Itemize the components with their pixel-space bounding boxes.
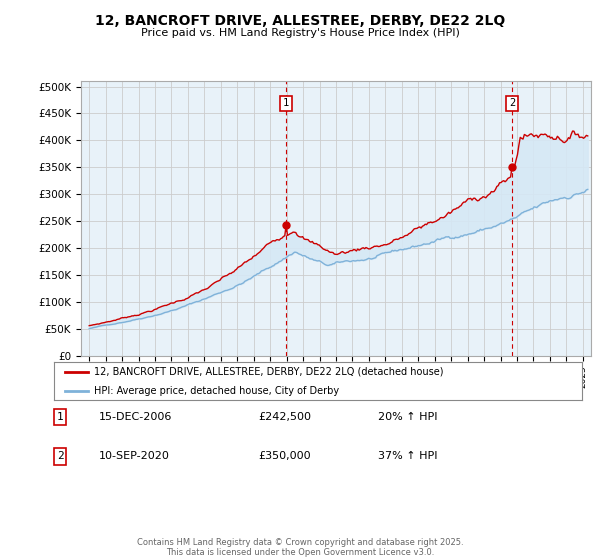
Text: 37% ↑ HPI: 37% ↑ HPI bbox=[378, 451, 437, 461]
Text: 10-SEP-2020: 10-SEP-2020 bbox=[99, 451, 170, 461]
Text: £350,000: £350,000 bbox=[258, 451, 311, 461]
Text: 20% ↑ HPI: 20% ↑ HPI bbox=[378, 412, 437, 422]
Text: 1: 1 bbox=[283, 98, 289, 108]
Text: 1: 1 bbox=[56, 412, 64, 422]
Text: 12, BANCROFT DRIVE, ALLESTREE, DERBY, DE22 2LQ: 12, BANCROFT DRIVE, ALLESTREE, DERBY, DE… bbox=[95, 14, 505, 28]
Text: Contains HM Land Registry data © Crown copyright and database right 2025.
This d: Contains HM Land Registry data © Crown c… bbox=[137, 538, 463, 557]
Text: £242,500: £242,500 bbox=[258, 412, 311, 422]
Text: 15-DEC-2006: 15-DEC-2006 bbox=[99, 412, 172, 422]
Text: 2: 2 bbox=[56, 451, 64, 461]
Text: Price paid vs. HM Land Registry's House Price Index (HPI): Price paid vs. HM Land Registry's House … bbox=[140, 28, 460, 38]
Text: 12, BANCROFT DRIVE, ALLESTREE, DERBY, DE22 2LQ (detached house): 12, BANCROFT DRIVE, ALLESTREE, DERBY, DE… bbox=[94, 367, 443, 377]
Text: HPI: Average price, detached house, City of Derby: HPI: Average price, detached house, City… bbox=[94, 386, 339, 396]
Text: 2: 2 bbox=[509, 98, 515, 108]
